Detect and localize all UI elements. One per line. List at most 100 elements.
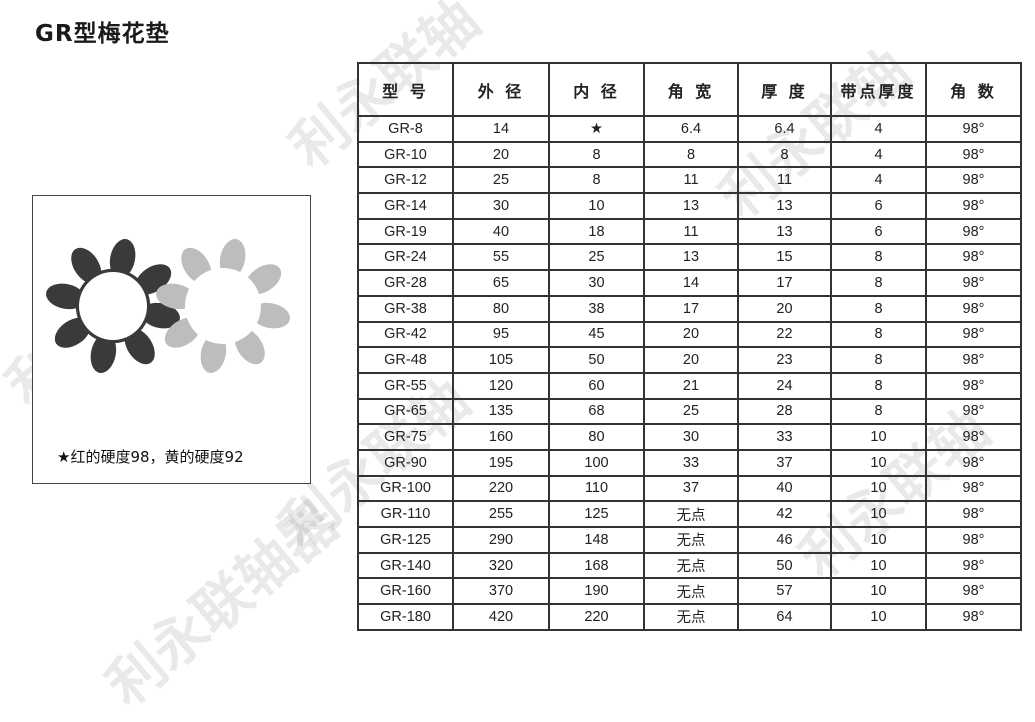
table-cell: 125 — [548, 500, 645, 528]
table-cell: 25 — [548, 243, 645, 272]
table-cell: 10 — [830, 423, 927, 451]
column-header: 型 号 — [357, 62, 454, 117]
table-cell: 65 — [452, 269, 550, 297]
table-cell: GR-140 — [357, 551, 454, 580]
table-cell: GR-38 — [357, 294, 454, 323]
spider-coupling-image — [46, 239, 290, 373]
table-cell: 370 — [452, 577, 550, 606]
table-cell: 18 — [548, 217, 645, 246]
table-cell: 17 — [643, 294, 739, 323]
table-cell: 11 — [643, 217, 739, 246]
table-cell: 13 — [737, 192, 832, 220]
table-cell: 无点 — [643, 577, 739, 606]
column-header: 带点厚度 — [830, 62, 927, 117]
table-cell: 98° — [925, 320, 1022, 349]
table-cell: 23 — [737, 346, 832, 374]
table-cell: 17 — [737, 269, 832, 297]
table-cell: GR-48 — [357, 346, 454, 374]
table-cell: 13 — [737, 217, 832, 246]
table-row: GR-14 30 10 13 13 6 98° — [357, 192, 1022, 220]
table-cell: 98° — [925, 192, 1022, 220]
table-cell: 110 — [548, 474, 645, 503]
table-cell: 98° — [925, 269, 1022, 297]
table-cell: 21 — [643, 371, 739, 400]
table-cell: 50 — [548, 346, 645, 374]
table-cell: 4 — [830, 115, 927, 143]
table-cell: 6.4 — [737, 115, 832, 143]
table-row: GR-10 20 8 8 8 4 98° — [357, 140, 1022, 169]
table-cell: 无点 — [643, 551, 739, 580]
hardness-caption: ★红的硬度98，黄的硬度92 — [57, 448, 244, 466]
table-cell: 98° — [925, 115, 1022, 143]
table-cell: 255 — [452, 500, 550, 528]
table-cell: 98° — [925, 448, 1022, 477]
table-cell: 25 — [452, 166, 550, 195]
table-row: GR-24 55 25 13 15 8 98° — [357, 243, 1022, 272]
table-cell: 14 — [452, 115, 550, 143]
table-cell: GR-19 — [357, 217, 454, 246]
table-cell: GR-100 — [357, 474, 454, 503]
table-cell: 95 — [452, 320, 550, 349]
table-cell: 105 — [452, 346, 550, 374]
table-row: GR-28 65 30 14 17 8 98° — [357, 269, 1022, 297]
table-cell: 98° — [925, 346, 1022, 374]
table-cell: 20 — [737, 294, 832, 323]
table-cell: 46 — [737, 526, 832, 554]
table-cell: 20 — [643, 346, 739, 374]
table-cell: 33 — [737, 423, 832, 451]
table-row: GR-55 120 60 21 24 8 98° — [357, 371, 1022, 400]
table-cell: GR-28 — [357, 269, 454, 297]
table-cell: 8 — [737, 140, 832, 169]
table-row: GR-75 160 80 30 33 10 98° — [357, 423, 1022, 451]
table-cell: 98° — [925, 551, 1022, 580]
table-row: GR-100 220 110 37 40 10 98° — [357, 474, 1022, 503]
table-cell: 8 — [830, 346, 927, 374]
table-cell: 13 — [643, 192, 739, 220]
table-cell: GR-42 — [357, 320, 454, 349]
table-cell: GR-90 — [357, 448, 454, 477]
table-cell: 160 — [452, 423, 550, 451]
table-cell: 15 — [737, 243, 832, 272]
table-cell: 20 — [643, 320, 739, 349]
table-header-row: 型 号外 径内 径角 宽厚 度带点厚度角 数 — [357, 62, 1022, 117]
table-cell: GR-160 — [357, 577, 454, 606]
watermark: 利永联轴器 — [95, 489, 352, 720]
table-cell: 11 — [737, 166, 832, 195]
table-cell: 30 — [452, 192, 550, 220]
table-cell: 20 — [452, 140, 550, 169]
table-cell: GR-55 — [357, 371, 454, 400]
column-header: 外 径 — [452, 62, 550, 117]
table-cell: 25 — [643, 397, 739, 426]
table-cell: 80 — [548, 423, 645, 451]
table-cell: 98° — [925, 243, 1022, 272]
table-cell: 120 — [452, 371, 550, 400]
table-cell: 320 — [452, 551, 550, 580]
product-image-box: ★红的硬度98，黄的硬度92 — [32, 195, 311, 484]
page-title: GR型梅花垫 — [35, 21, 170, 47]
table-cell: 64 — [737, 603, 832, 631]
table-cell: 98° — [925, 217, 1022, 246]
table-cell: 420 — [452, 603, 550, 631]
table-row: GR-125 290 148 无点 46 10 98° — [357, 526, 1022, 554]
table-cell: 45 — [548, 320, 645, 349]
table-cell: 无点 — [643, 603, 739, 631]
table-cell: 28 — [737, 397, 832, 426]
table-cell: 37 — [737, 448, 832, 477]
table-row: GR-48 105 50 20 23 8 98° — [357, 346, 1022, 374]
table-cell: 13 — [643, 243, 739, 272]
table-row: GR-8 14 ★ 6.4 6.4 4 98° — [357, 115, 1022, 143]
table-cell: 10 — [830, 448, 927, 477]
table-cell: 8 — [830, 320, 927, 349]
table-cell: 6 — [830, 192, 927, 220]
table-row: GR-90 195 100 33 37 10 98° — [357, 448, 1022, 477]
table-cell: 98° — [925, 397, 1022, 426]
table-row: GR-38 80 38 17 20 8 98° — [357, 294, 1022, 323]
table-cell: GR-110 — [357, 500, 454, 528]
table-cell: 14 — [643, 269, 739, 297]
table-row: GR-42 95 45 20 22 8 98° — [357, 320, 1022, 349]
table-cell: 80 — [452, 294, 550, 323]
table-cell: 98° — [925, 474, 1022, 503]
table-cell: 40 — [737, 474, 832, 503]
table-cell: 100 — [548, 448, 645, 477]
spec-table: 型 号外 径内 径角 宽厚 度带点厚度角 数 GR-8 14 ★ 6.4 6.4 4 98°… — [357, 62, 1022, 631]
